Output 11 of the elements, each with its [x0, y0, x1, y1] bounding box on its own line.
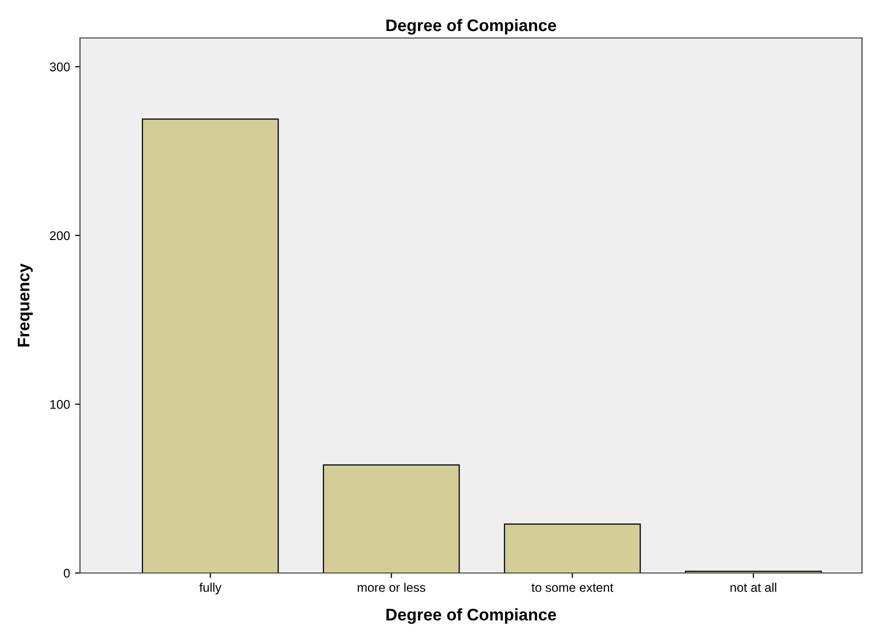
chart-title: Degree of Compiance — [386, 18, 556, 35]
x-tick-label: to some extent — [532, 584, 614, 592]
y-tick-label: 300 — [50, 62, 70, 72]
y-axis-title: Frequency — [18, 263, 33, 347]
x-tick-label: not at all — [730, 582, 776, 592]
x-axis-title: Degree of Compiance — [386, 608, 556, 624]
y-tick-label: 200 — [50, 231, 70, 240]
x-tick-label: more or less — [358, 582, 426, 592]
x-tick-label: fully — [199, 582, 222, 594]
y-tick-label: 100 — [50, 400, 70, 409]
y-tick-label: 0 — [64, 568, 70, 578]
